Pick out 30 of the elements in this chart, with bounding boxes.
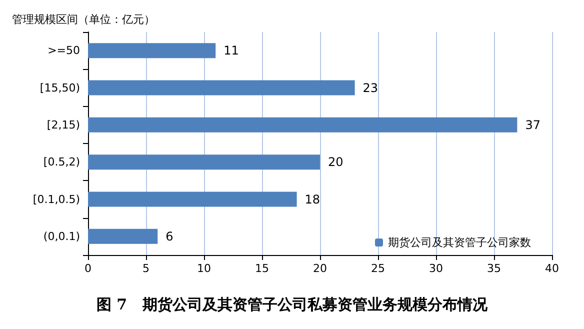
data-label: 20 (328, 155, 344, 170)
bar (88, 117, 518, 132)
x-tick-label: 0 (84, 262, 92, 275)
bar (88, 228, 158, 244)
y-tick-label: [0.1,0.5) (32, 192, 80, 206)
x-tick-label: 40 (545, 262, 559, 275)
y-tick-label: >=50 (48, 44, 80, 58)
data-label: 37 (525, 118, 540, 132)
y-axis-title: 管理规模区间（单位：亿元） (12, 13, 155, 26)
data-label: 23 (362, 80, 378, 95)
data-label: 18 (304, 192, 320, 206)
y-tick-label: [15,50) (40, 81, 80, 94)
x-tick-label: 10 (197, 262, 211, 275)
x-tick-label: 30 (429, 262, 443, 275)
y-tick-label: (0,0.1) (43, 230, 80, 243)
x-tick-label: 20 (313, 262, 327, 275)
data-label: 11 (224, 44, 239, 58)
y-tick-label: [2,15) (46, 118, 80, 132)
bar (88, 192, 297, 207)
x-tick-label: 5 (142, 262, 150, 275)
x-tick-label: 25 (371, 262, 385, 275)
bar (88, 154, 320, 170)
data-label: 6 (166, 229, 174, 244)
bar (88, 43, 216, 58)
x-tick-label: 35 (487, 262, 501, 275)
x-tick-label: 15 (255, 262, 269, 275)
text: 图 7 期货公司及其资管子公司私募资管业务规模分布情况 (96, 296, 489, 314)
bar (88, 80, 355, 96)
y-tick-label: [0.5,2) (43, 156, 80, 169)
legend-label: 期货公司及其资管子公司家数 (388, 236, 531, 249)
